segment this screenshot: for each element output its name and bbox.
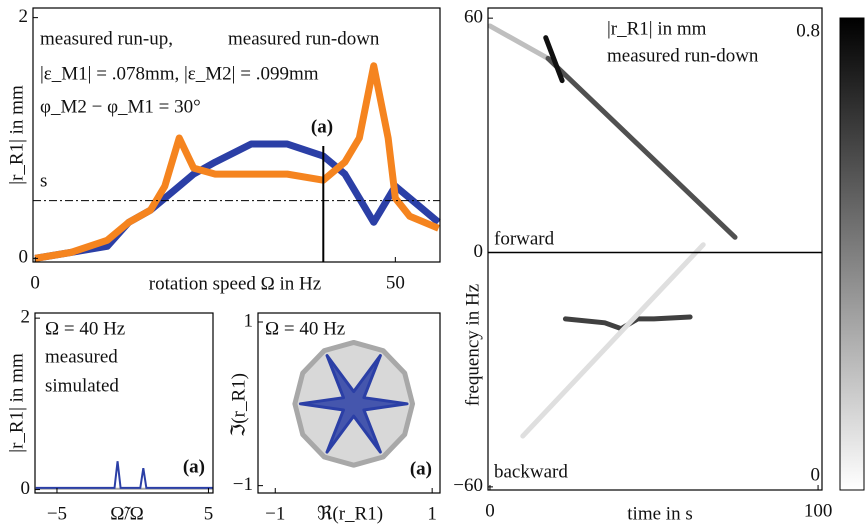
x-tick-label: 0 bbox=[485, 500, 495, 521]
annotation: (a) bbox=[183, 456, 205, 477]
y-tick-label: 0 bbox=[19, 247, 29, 268]
annotation: measured run-down bbox=[607, 45, 759, 66]
legend-entry: simulated bbox=[45, 375, 119, 396]
plot-frame bbox=[34, 312, 214, 494]
series-line bbox=[35, 461, 213, 489]
streak bbox=[520, 242, 706, 439]
streak bbox=[487, 23, 551, 61]
y-tick-label: 0 bbox=[21, 478, 31, 499]
x-axis-label: Ω̃/Ω bbox=[110, 503, 144, 524]
y-tick-label: −1 bbox=[233, 474, 253, 495]
x-axis-label: rotation speed Ω in Hz bbox=[149, 273, 321, 294]
y-tick-label: 2 bbox=[19, 6, 29, 27]
legend-entry: measured run-down bbox=[228, 28, 380, 49]
marker-label: (a) bbox=[311, 116, 333, 137]
annotation: forward bbox=[494, 228, 555, 249]
x-tick-label: −1 bbox=[265, 503, 285, 524]
annotation: (a) bbox=[410, 458, 432, 479]
x-tick-label: 50 bbox=[386, 272, 405, 293]
series-line bbox=[34, 62, 440, 262]
orbit bbox=[298, 354, 409, 454]
x-tick-label: 1 bbox=[427, 503, 437, 524]
annotation: Ω = 40 Hz bbox=[45, 318, 125, 339]
plot-frame bbox=[32, 7, 441, 263]
annotation: backward bbox=[494, 461, 568, 482]
legend-entry: measured bbox=[45, 346, 118, 367]
streak bbox=[543, 35, 565, 84]
colorbar bbox=[839, 17, 865, 491]
annotation: |r_R1| in mm bbox=[607, 18, 707, 39]
x-tick-label: 0 bbox=[30, 272, 40, 293]
x-axis-label: time in s bbox=[627, 503, 692, 524]
y-tick-label: 2 bbox=[21, 307, 31, 328]
y-tick-label: −60 bbox=[453, 475, 483, 496]
y-axis-label: |r_R1| in mm bbox=[6, 353, 27, 453]
y-tick-label: 1 bbox=[244, 310, 254, 331]
y-axis-label: ℑ(r_R1) bbox=[228, 373, 249, 437]
hline-label: s bbox=[40, 170, 47, 191]
annotation: φ_M2 − φ_M1 = 30° bbox=[40, 96, 201, 117]
plot-frame bbox=[257, 312, 441, 494]
y-axis-label: frequency in Hz bbox=[462, 284, 483, 406]
x-tick-label: 5 bbox=[204, 503, 214, 524]
y-tick-label: 0 bbox=[474, 241, 484, 262]
colorbar-tick-label: 0 bbox=[811, 464, 821, 485]
streak bbox=[545, 55, 738, 240]
annotation: Ω = 40 Hz bbox=[265, 318, 345, 339]
y-tick-label: 60 bbox=[464, 7, 483, 28]
plot-frame bbox=[487, 7, 823, 491]
y-axis-label: |r_R1| in mm bbox=[6, 85, 27, 185]
colorbar-tick-label: 0.8 bbox=[796, 20, 820, 41]
legend-entry: measured run-up, bbox=[40, 28, 173, 49]
x-tick-label: 100 bbox=[804, 500, 833, 521]
x-tick-label: −5 bbox=[47, 503, 67, 524]
annotation: |ε_M1| = .078mm, |ε_M2| = .099mm bbox=[40, 63, 319, 84]
x-axis-label: ℜ(r_R1) bbox=[317, 503, 383, 524]
